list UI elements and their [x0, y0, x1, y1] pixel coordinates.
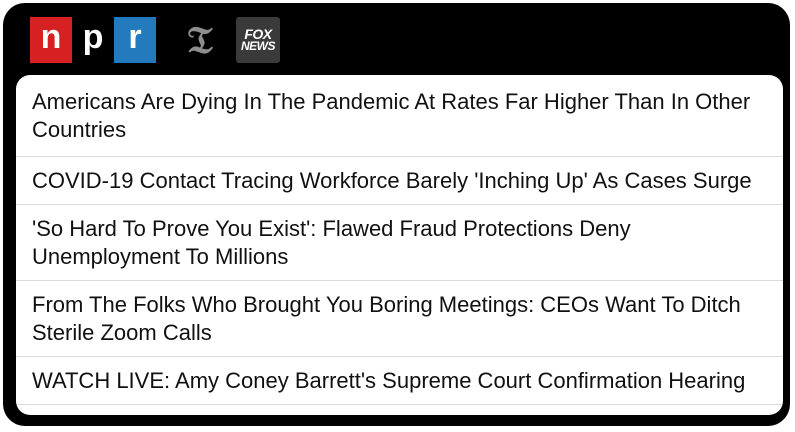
npr-letter-n: n: [30, 17, 72, 63]
fox-logo-bottom-text: NEWS: [241, 38, 276, 53]
headline-text: Americans Are Dying In The Pandemic At R…: [32, 88, 751, 142]
headline-item[interactable]: 'So Hard To Prove You Exist': Flawed Fra…: [16, 205, 783, 281]
npr-letter-p: p: [72, 17, 114, 63]
nyt-logo-icon[interactable]: 𝔗: [187, 17, 213, 62]
news-widget: n p r 𝔗 FOX NEWS Americans Are Dying In …: [3, 3, 790, 426]
headline-text: From The Folks Who Brought You Boring Me…: [32, 291, 741, 345]
headline-item[interactable]: Americans Are Dying In The Pandemic At R…: [16, 75, 783, 157]
npr-source-button[interactable]: n p r: [30, 17, 156, 63]
headline-item[interactable]: From The Folks Who Brought You Boring Me…: [16, 281, 783, 357]
headline-text: COVID-19 Contact Tracing Workforce Barel…: [32, 167, 752, 193]
headline-list: Americans Are Dying In The Pandemic At R…: [16, 75, 783, 415]
source-bar: n p r 𝔗 FOX NEWS: [30, 17, 280, 63]
npr-letter-r: r: [114, 17, 156, 63]
headline-text: WATCH LIVE: Amy Coney Barrett's Supreme …: [32, 367, 746, 393]
headline-item[interactable]: WATCH LIVE: Amy Coney Barrett's Supreme …: [16, 357, 783, 405]
headline-item[interactable]: COVID-19 Contact Tracing Workforce Barel…: [16, 157, 783, 205]
fox-logo-top-text: FOX: [244, 25, 272, 42]
headline-text: 'So Hard To Prove You Exist': Flawed Fra…: [32, 215, 631, 269]
fox-news-logo-icon[interactable]: FOX NEWS: [236, 17, 280, 63]
